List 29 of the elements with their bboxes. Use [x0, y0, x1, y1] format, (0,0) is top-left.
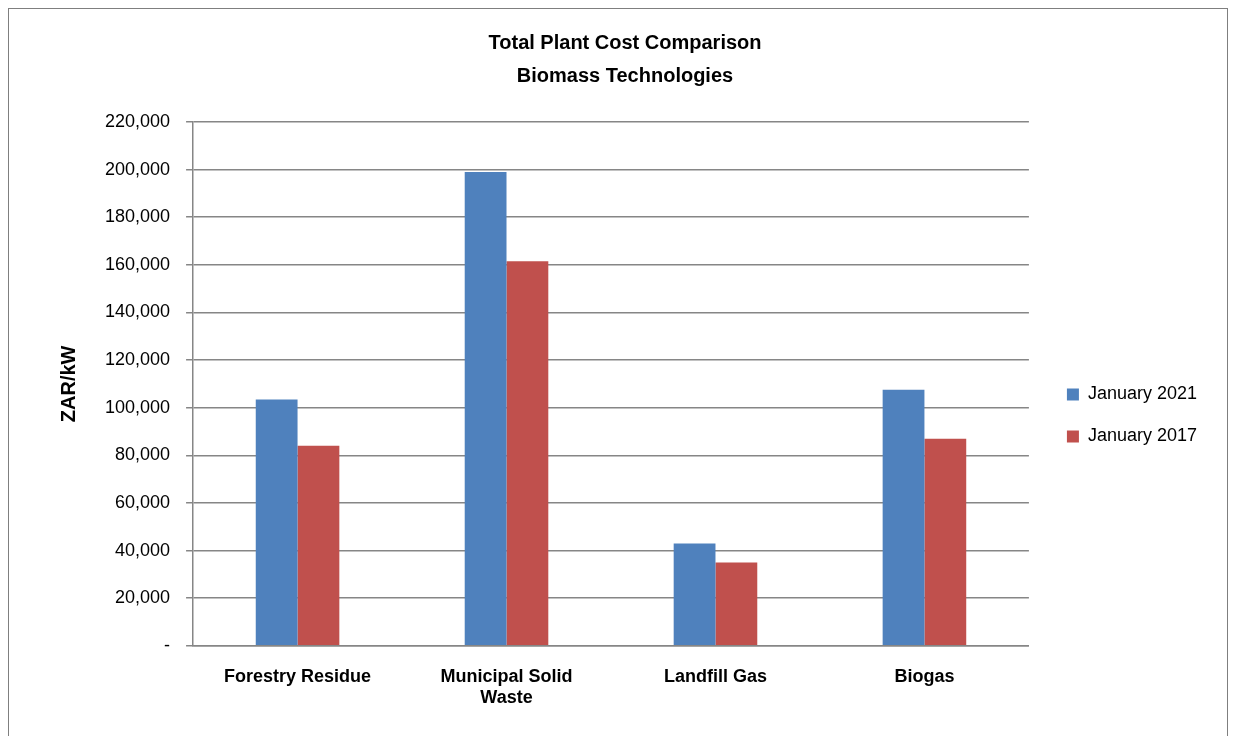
bar [506, 261, 549, 646]
bar [715, 562, 758, 646]
y-tick-label: 20,000 [115, 587, 171, 608]
x-tick-label: Landfill Gas [663, 665, 767, 686]
y-tick-label: 200,000 [104, 158, 171, 179]
legend-label: January 2017 [1087, 425, 1198, 446]
x-tick-label: Municipal Solid Waste [440, 665, 573, 708]
y-tick-label: 60,000 [115, 491, 171, 512]
y-tick-label: 100,000 [104, 396, 171, 417]
y-tick-label: - [164, 634, 171, 655]
bar [297, 445, 340, 646]
y-tick-label: 80,000 [115, 444, 171, 465]
legend-label: January 2021 [1087, 383, 1198, 404]
x-tick-label: Biogas [894, 665, 955, 686]
y-axis-title: ZAR/kW [56, 345, 79, 423]
y-tick-label: 40,000 [115, 539, 171, 560]
y-tick-label: 220,000 [104, 110, 171, 131]
y-tick-label: 180,000 [104, 206, 171, 227]
bar [255, 399, 298, 646]
chart-title: Total Plant Cost Comparison [488, 30, 762, 53]
chart-subtitle: Biomass Technologies [516, 63, 734, 86]
x-tick-label: Forestry Residue [224, 665, 372, 686]
bar [882, 389, 925, 646]
y-tick-label: 140,000 [104, 301, 171, 322]
y-tick-label: 160,000 [104, 253, 171, 274]
bar [464, 172, 507, 646]
y-tick-label: 120,000 [104, 349, 171, 370]
bar [673, 543, 716, 646]
bar [924, 438, 967, 646]
